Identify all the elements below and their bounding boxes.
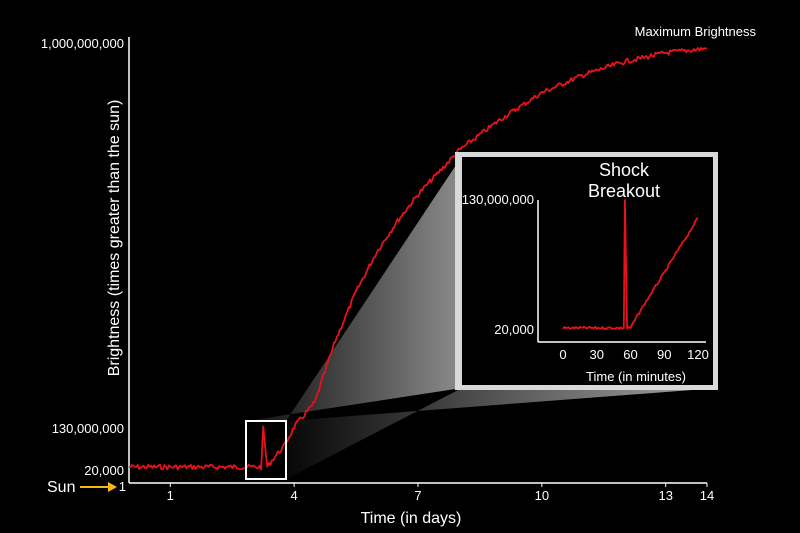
x-axis-ticks: 1 4 7 10 13 14 [167, 483, 714, 503]
inset-x-tick-label: 0 [559, 347, 566, 362]
sun-arrow-icon [80, 482, 117, 492]
inset-title: Shock Breakout [588, 160, 660, 201]
x-tick-label: 4 [291, 488, 298, 503]
y-tick-label: 130,000,000 [52, 421, 124, 436]
inset-panel [455, 152, 718, 390]
zoom-beam-lower [286, 388, 718, 479]
inset-x-axis-ticks: 0 30 60 90 120 [559, 347, 708, 362]
y-tick-label: 1 [119, 479, 126, 494]
inset-brightness-series-line [562, 199, 699, 331]
sun-label: Sun [47, 479, 75, 496]
x-tick-label: 10 [535, 488, 549, 503]
inset-x-tick-label: 120 [687, 347, 709, 362]
y-tick-label: 20,000 [84, 463, 124, 478]
inset-y-tick-label: 130,000,000 [462, 192, 534, 207]
brightness-series-line [128, 46, 707, 471]
inset-y-tick-label: 20,000 [494, 322, 534, 337]
x-tick-label: 13 [658, 488, 672, 503]
inset-x-tick-label: 90 [657, 347, 671, 362]
x-tick-label: 1 [167, 488, 174, 503]
inset-x-tick-label: 60 [623, 347, 637, 362]
zoom-beam-upper [246, 156, 462, 421]
x-tick-label: 14 [700, 488, 714, 503]
y-axis-label: Brightness (times greater than the sun) [106, 100, 123, 377]
x-axis-label: Time (in days) [361, 510, 462, 527]
y-tick-label: 1,000,000,000 [41, 36, 124, 51]
inset-x-axis-label: Time (in minutes) [586, 369, 686, 384]
inset-axes [537, 200, 706, 343]
x-tick-label: 7 [414, 488, 421, 503]
maximum-brightness-label: Maximum Brightness [635, 24, 757, 39]
inset-x-tick-label: 30 [590, 347, 604, 362]
zoom-box [245, 420, 287, 480]
